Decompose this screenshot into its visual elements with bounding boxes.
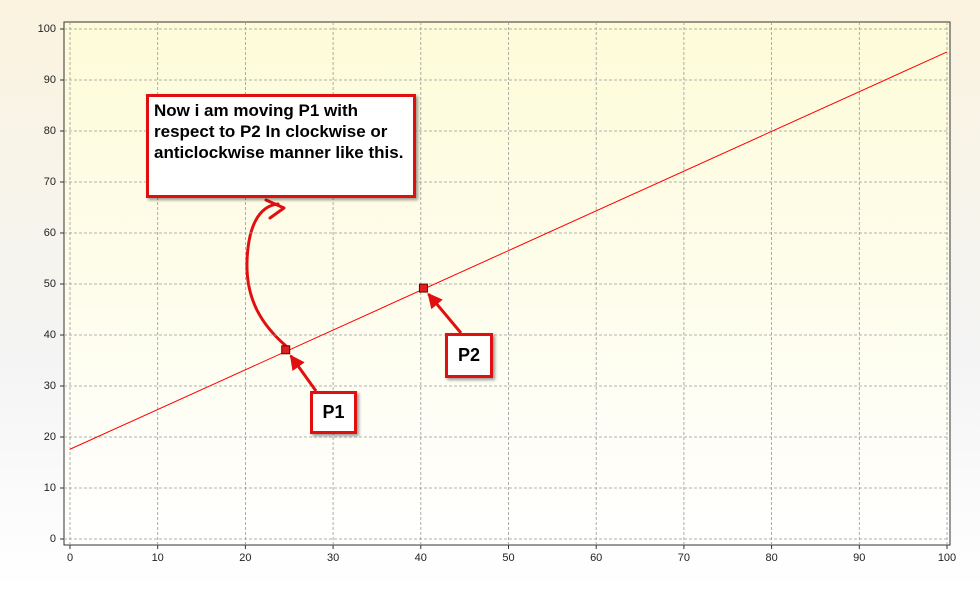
x-tick-label: 80 xyxy=(765,552,777,564)
y-tick-label: 70 xyxy=(44,176,56,188)
y-tick-label: 50 xyxy=(44,278,56,290)
y-tick-label: 0 xyxy=(50,533,56,545)
y-tick-label: 10 xyxy=(44,482,56,494)
x-tick-label: 20 xyxy=(239,552,251,564)
y-tick-label: 30 xyxy=(44,380,56,392)
x-tick-label: 0 xyxy=(67,552,73,564)
y-tick-label: 100 xyxy=(38,23,56,35)
y-tick-label: 60 xyxy=(44,227,56,239)
point xyxy=(418,283,428,293)
label-p2: P2 xyxy=(445,333,493,378)
label-p1: P1 xyxy=(310,391,357,434)
y-tick-label: 90 xyxy=(44,74,56,86)
pointer-arrow xyxy=(427,292,463,334)
point xyxy=(281,345,291,355)
x-tick-label: 60 xyxy=(590,552,602,564)
x-tick-label: 90 xyxy=(853,552,865,564)
y-tick-label: 20 xyxy=(44,431,56,443)
line-series xyxy=(69,51,948,450)
x-tick-label: 50 xyxy=(502,552,514,564)
callout: Now i am moving P1 with respect to P2 In… xyxy=(146,94,416,198)
x-tick-label: 30 xyxy=(327,552,339,564)
pointer-arrow xyxy=(289,354,318,392)
y-tick-label: 80 xyxy=(44,125,56,137)
rotation-arrow xyxy=(245,198,288,348)
x-tick-label: 70 xyxy=(678,552,690,564)
y-tick-label: 40 xyxy=(44,329,56,341)
x-tick-label: 100 xyxy=(938,552,956,564)
x-tick-label: 40 xyxy=(415,552,427,564)
x-tick-label: 10 xyxy=(152,552,164,564)
